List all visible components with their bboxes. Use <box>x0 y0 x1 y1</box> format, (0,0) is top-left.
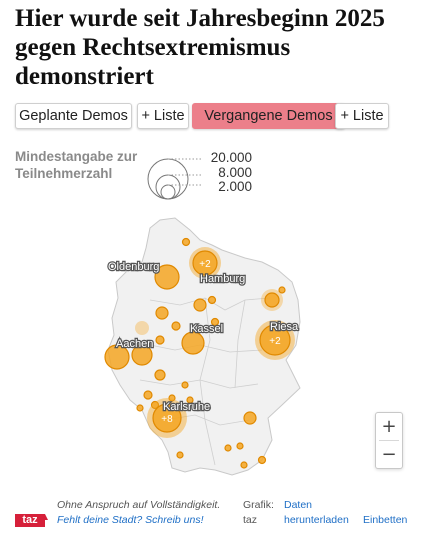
city-labels: Oldenburg Hamburg Kassel Riesa Aachen Ka… <box>107 260 301 415</box>
legend-circle-large <box>147 158 189 200</box>
city-label-hamburg: Hamburg <box>200 273 245 285</box>
tab-vergangene-liste[interactable]: + Liste <box>335 103 389 129</box>
city-label-aachen: Aachen <box>116 338 153 350</box>
legend-title: Mindestangabe zur Teilnehmerzahl <box>15 149 138 181</box>
marker-east <box>264 292 280 308</box>
city-label-oldenburg: Oldenburg <box>108 261 159 273</box>
zoom-control: + − <box>375 412 403 469</box>
marker-south-1 <box>243 411 257 425</box>
marker-rhein-4 <box>181 381 189 389</box>
marker-rhein-8 <box>136 404 144 412</box>
marker-riesa <box>259 324 291 356</box>
marker-west-2 <box>171 321 181 331</box>
taz-logo: taz ▲ <box>15 512 50 527</box>
marker-south-6 <box>176 451 184 459</box>
tab-geplante-liste[interactable]: + Liste <box>137 103 189 129</box>
legend-value-small: 2.000 <box>218 179 252 194</box>
marker-aachen-2 <box>131 344 153 366</box>
marker-hamburg <box>192 250 218 276</box>
credit-label: Grafik: <box>243 499 274 511</box>
marker-rhein-2 <box>154 369 166 381</box>
marker-east-2 <box>278 286 286 294</box>
marker-south-3 <box>236 442 244 450</box>
city-label-karlsruhe: Karlsruhe <box>163 401 210 413</box>
marker-north-2 <box>207 295 217 305</box>
marker-rhein-1 <box>155 335 165 345</box>
download-data-link[interactable]: Daten herunterladen <box>284 499 349 526</box>
city-label-riesa: Riesa <box>270 321 299 333</box>
marker-west-1 <box>155 306 169 320</box>
taz-logo-text: taz <box>22 514 38 526</box>
marker-aachen <box>104 344 130 370</box>
legend-value-medium: 8.000 <box>218 165 252 180</box>
marker-rhein-3 <box>143 390 153 400</box>
marker-north-small <box>181 237 191 247</box>
page-title: Hier wurde seit Jahresbeginn 2025 gegen … <box>15 5 385 90</box>
tab-geplante-demos[interactable]: Geplante Demos <box>15 103 132 129</box>
cluster-count-karlsruhe: +8 <box>161 414 173 425</box>
zoom-divider <box>379 440 399 441</box>
marker-karlsruhe <box>152 403 182 433</box>
tab-vergangene-demos[interactable]: Vergangene Demos <box>192 103 345 129</box>
credit-name: taz <box>243 514 258 526</box>
disclaimer-text: Ohne Anspruch auf Vollständigkeit. <box>57 499 221 511</box>
marker-south-4 <box>257 455 267 465</box>
footer: taz ▲ Ohne Anspruch auf Vollständigkeit.… <box>0 495 425 542</box>
marker-kassel <box>181 331 205 355</box>
legend-size-circles <box>147 158 203 200</box>
marker-west-halo <box>135 321 149 335</box>
marker-rhein-6 <box>150 400 160 410</box>
marker-kassel-2 <box>210 317 220 327</box>
cluster-counts: +2 +2 +8 <box>161 259 281 425</box>
city-label-kassel: Kassel <box>190 323 223 335</box>
taz-paw-icon: ▲ <box>40 512 50 523</box>
marker-south-5 <box>240 461 248 469</box>
marker-rhein-7 <box>186 396 194 404</box>
submit-city-link[interactable]: Fehlt deine Stadt? Schreib uns! <box>57 514 204 526</box>
legend-circle-small <box>160 184 176 200</box>
legend-circle-medium <box>155 174 181 200</box>
marker-north-3 <box>193 298 207 312</box>
embed-link[interactable]: Einbetten <box>363 514 408 526</box>
zoom-out-button[interactable]: − <box>376 441 402 468</box>
cluster-count-riesa: +2 <box>269 336 281 347</box>
germany-map[interactable]: Oldenburg Hamburg Kassel Riesa Aachen Ka… <box>0 205 425 490</box>
marker-oldenburg <box>154 264 180 290</box>
marker-rhein-5 <box>168 394 176 402</box>
zoom-in-button[interactable]: + <box>376 413 402 440</box>
cluster-count-hamburg: +2 <box>199 259 211 270</box>
demo-markers <box>104 237 295 469</box>
marker-south-2 <box>224 444 232 452</box>
legend-value-large: 20.000 <box>210 150 252 165</box>
